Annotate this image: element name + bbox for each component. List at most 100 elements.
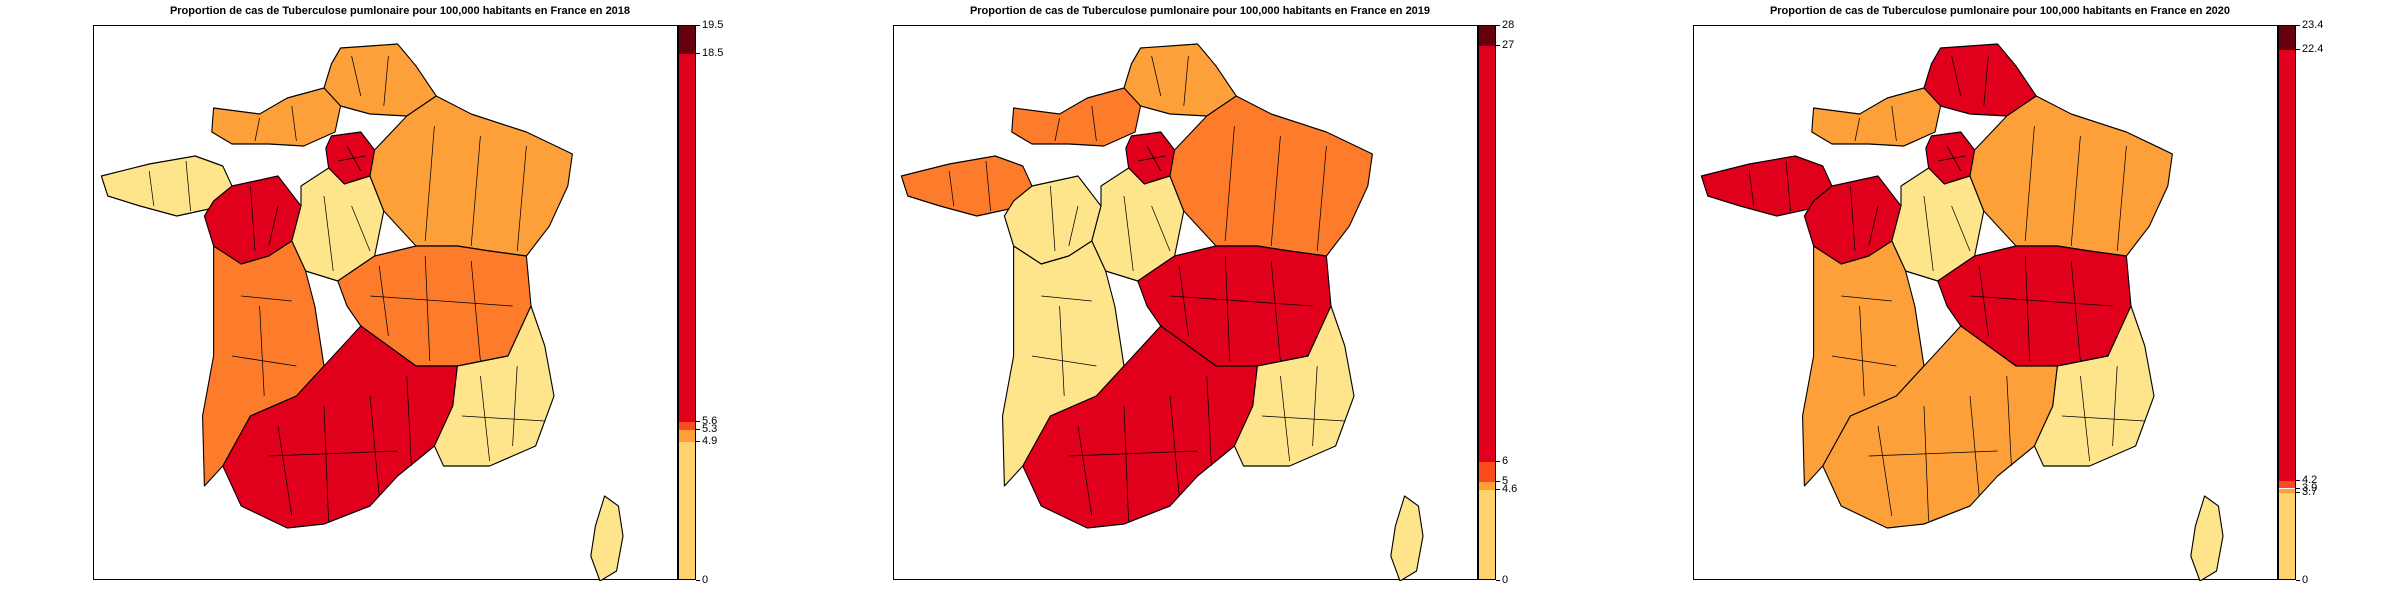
department-border <box>2024 125 2035 242</box>
map-title-2019: Proportion de cas de Tuberculose pumlona… <box>969 5 1431 17</box>
department-border <box>346 145 362 172</box>
department-border <box>231 355 297 367</box>
map-panel-2020: Proportion de cas de Tuberculose pumlona… <box>1600 0 2400 600</box>
department-border <box>1969 295 2113 307</box>
colorbar-2020 <box>2278 25 2296 580</box>
department-border <box>1937 155 1966 162</box>
colorbar-tick-label: 6 <box>1502 455 1509 468</box>
colorbar-segment <box>1479 462 1495 482</box>
colorbar-segment <box>1479 489 1495 579</box>
colorbar-2019 <box>1478 25 1496 580</box>
department-border <box>351 55 362 97</box>
region-southeast <box>2033 305 2155 467</box>
colorbar-tick-mark <box>2296 492 2300 494</box>
colorbar-tick-mark <box>696 440 700 442</box>
department-border <box>1270 135 1281 247</box>
colorbar-segment <box>679 430 695 442</box>
department-border <box>1923 195 1934 272</box>
department-border <box>1280 375 1290 462</box>
department-border <box>516 145 527 252</box>
department-border <box>2070 260 2081 362</box>
department-border <box>1146 145 1162 172</box>
colorbar-tick-mark <box>1496 480 1500 482</box>
department-border <box>1946 145 1962 172</box>
colorbar-tick-label: 5.3 <box>702 423 718 436</box>
map-frame-2020 <box>1693 25 2278 581</box>
department-border <box>1316 145 1327 252</box>
map-frame-2018 <box>93 25 678 581</box>
department-border <box>948 170 955 207</box>
department-border <box>1059 305 1065 397</box>
department-border <box>291 105 297 142</box>
department-border <box>378 265 389 337</box>
region-north <box>1923 43 2037 117</box>
colorbar-tick-label: 28 <box>1502 19 1515 31</box>
map-frame-2019 <box>893 25 1478 581</box>
department-border <box>2024 255 2031 362</box>
department-border <box>1877 425 1893 517</box>
department-border <box>1270 260 1281 362</box>
france-map-2019 <box>900 43 1424 581</box>
colorbar-segment <box>1479 481 1495 490</box>
colorbar-segment <box>2279 26 2295 50</box>
colorbar-tick-label: 3.7 <box>2302 486 2318 499</box>
colorbar-tick-mark <box>696 25 700 26</box>
colorbar-tick-label: 3.9 <box>2302 481 2318 494</box>
colorbar-tick-label: 5.6 <box>702 414 718 427</box>
colorbar-tick-mark <box>1496 461 1500 463</box>
colorbar-segment <box>679 26 695 55</box>
department-border <box>351 205 371 252</box>
colorbar-tick-mark <box>2296 480 2300 482</box>
department-border <box>2006 375 2012 467</box>
department-border <box>1031 355 1097 367</box>
region-normandy <box>211 87 342 147</box>
region-east <box>1969 95 2173 257</box>
colorbar-tick-label: 4.9 <box>702 434 718 447</box>
region-east <box>369 95 573 257</box>
department-border <box>1178 265 1189 337</box>
department-border <box>2112 365 2118 447</box>
department-border <box>369 295 513 307</box>
department-border <box>1169 395 1180 497</box>
colorbar-tick-mark <box>2296 48 2300 50</box>
department-border <box>1923 405 1929 522</box>
department-border <box>1050 185 1056 252</box>
department-border <box>1841 295 1892 302</box>
department-border <box>1077 425 1093 517</box>
colorbar-tick-mark <box>2296 487 2300 489</box>
colorbar-tick-label: 23.4 <box>2302 19 2324 31</box>
colorbar-tick-label: 0 <box>2302 574 2309 586</box>
colorbar-segment <box>2279 488 2295 494</box>
department-border <box>1068 450 1198 457</box>
department-border <box>254 117 260 142</box>
department-border <box>268 205 279 247</box>
department-border <box>1224 125 1235 242</box>
colorbar-tick-label: 0 <box>702 574 709 586</box>
colorbar-tick-label: 0 <box>1502 574 1509 586</box>
department-border <box>250 185 256 252</box>
department-border <box>1206 375 1212 467</box>
department-border <box>461 415 545 422</box>
department-border <box>1859 305 1865 397</box>
department-border <box>148 170 155 207</box>
department-border <box>1748 170 1755 207</box>
region-southeast <box>433 305 555 467</box>
region-normandy <box>1011 87 1142 147</box>
colorbar-tick-mark <box>1496 25 1500 26</box>
department-border <box>1312 365 1318 447</box>
department-border <box>1850 185 1856 252</box>
department-border <box>323 405 329 522</box>
colorbar-segment <box>2279 493 2295 579</box>
department-border <box>1123 405 1129 522</box>
department-border <box>383 55 389 107</box>
colorbar-tick-mark <box>2296 580 2300 581</box>
department-border <box>1151 205 1171 252</box>
colorbar-tick-mark <box>696 420 700 422</box>
colorbar-tick-mark <box>696 429 700 431</box>
department-border <box>1868 205 1879 247</box>
colorbar-tick-mark <box>2296 25 2300 26</box>
colorbar-segment <box>2279 49 2295 482</box>
department-border <box>1978 265 1989 337</box>
colorbar-tick-label: 19.5 <box>702 19 724 31</box>
department-border <box>1091 105 1097 142</box>
